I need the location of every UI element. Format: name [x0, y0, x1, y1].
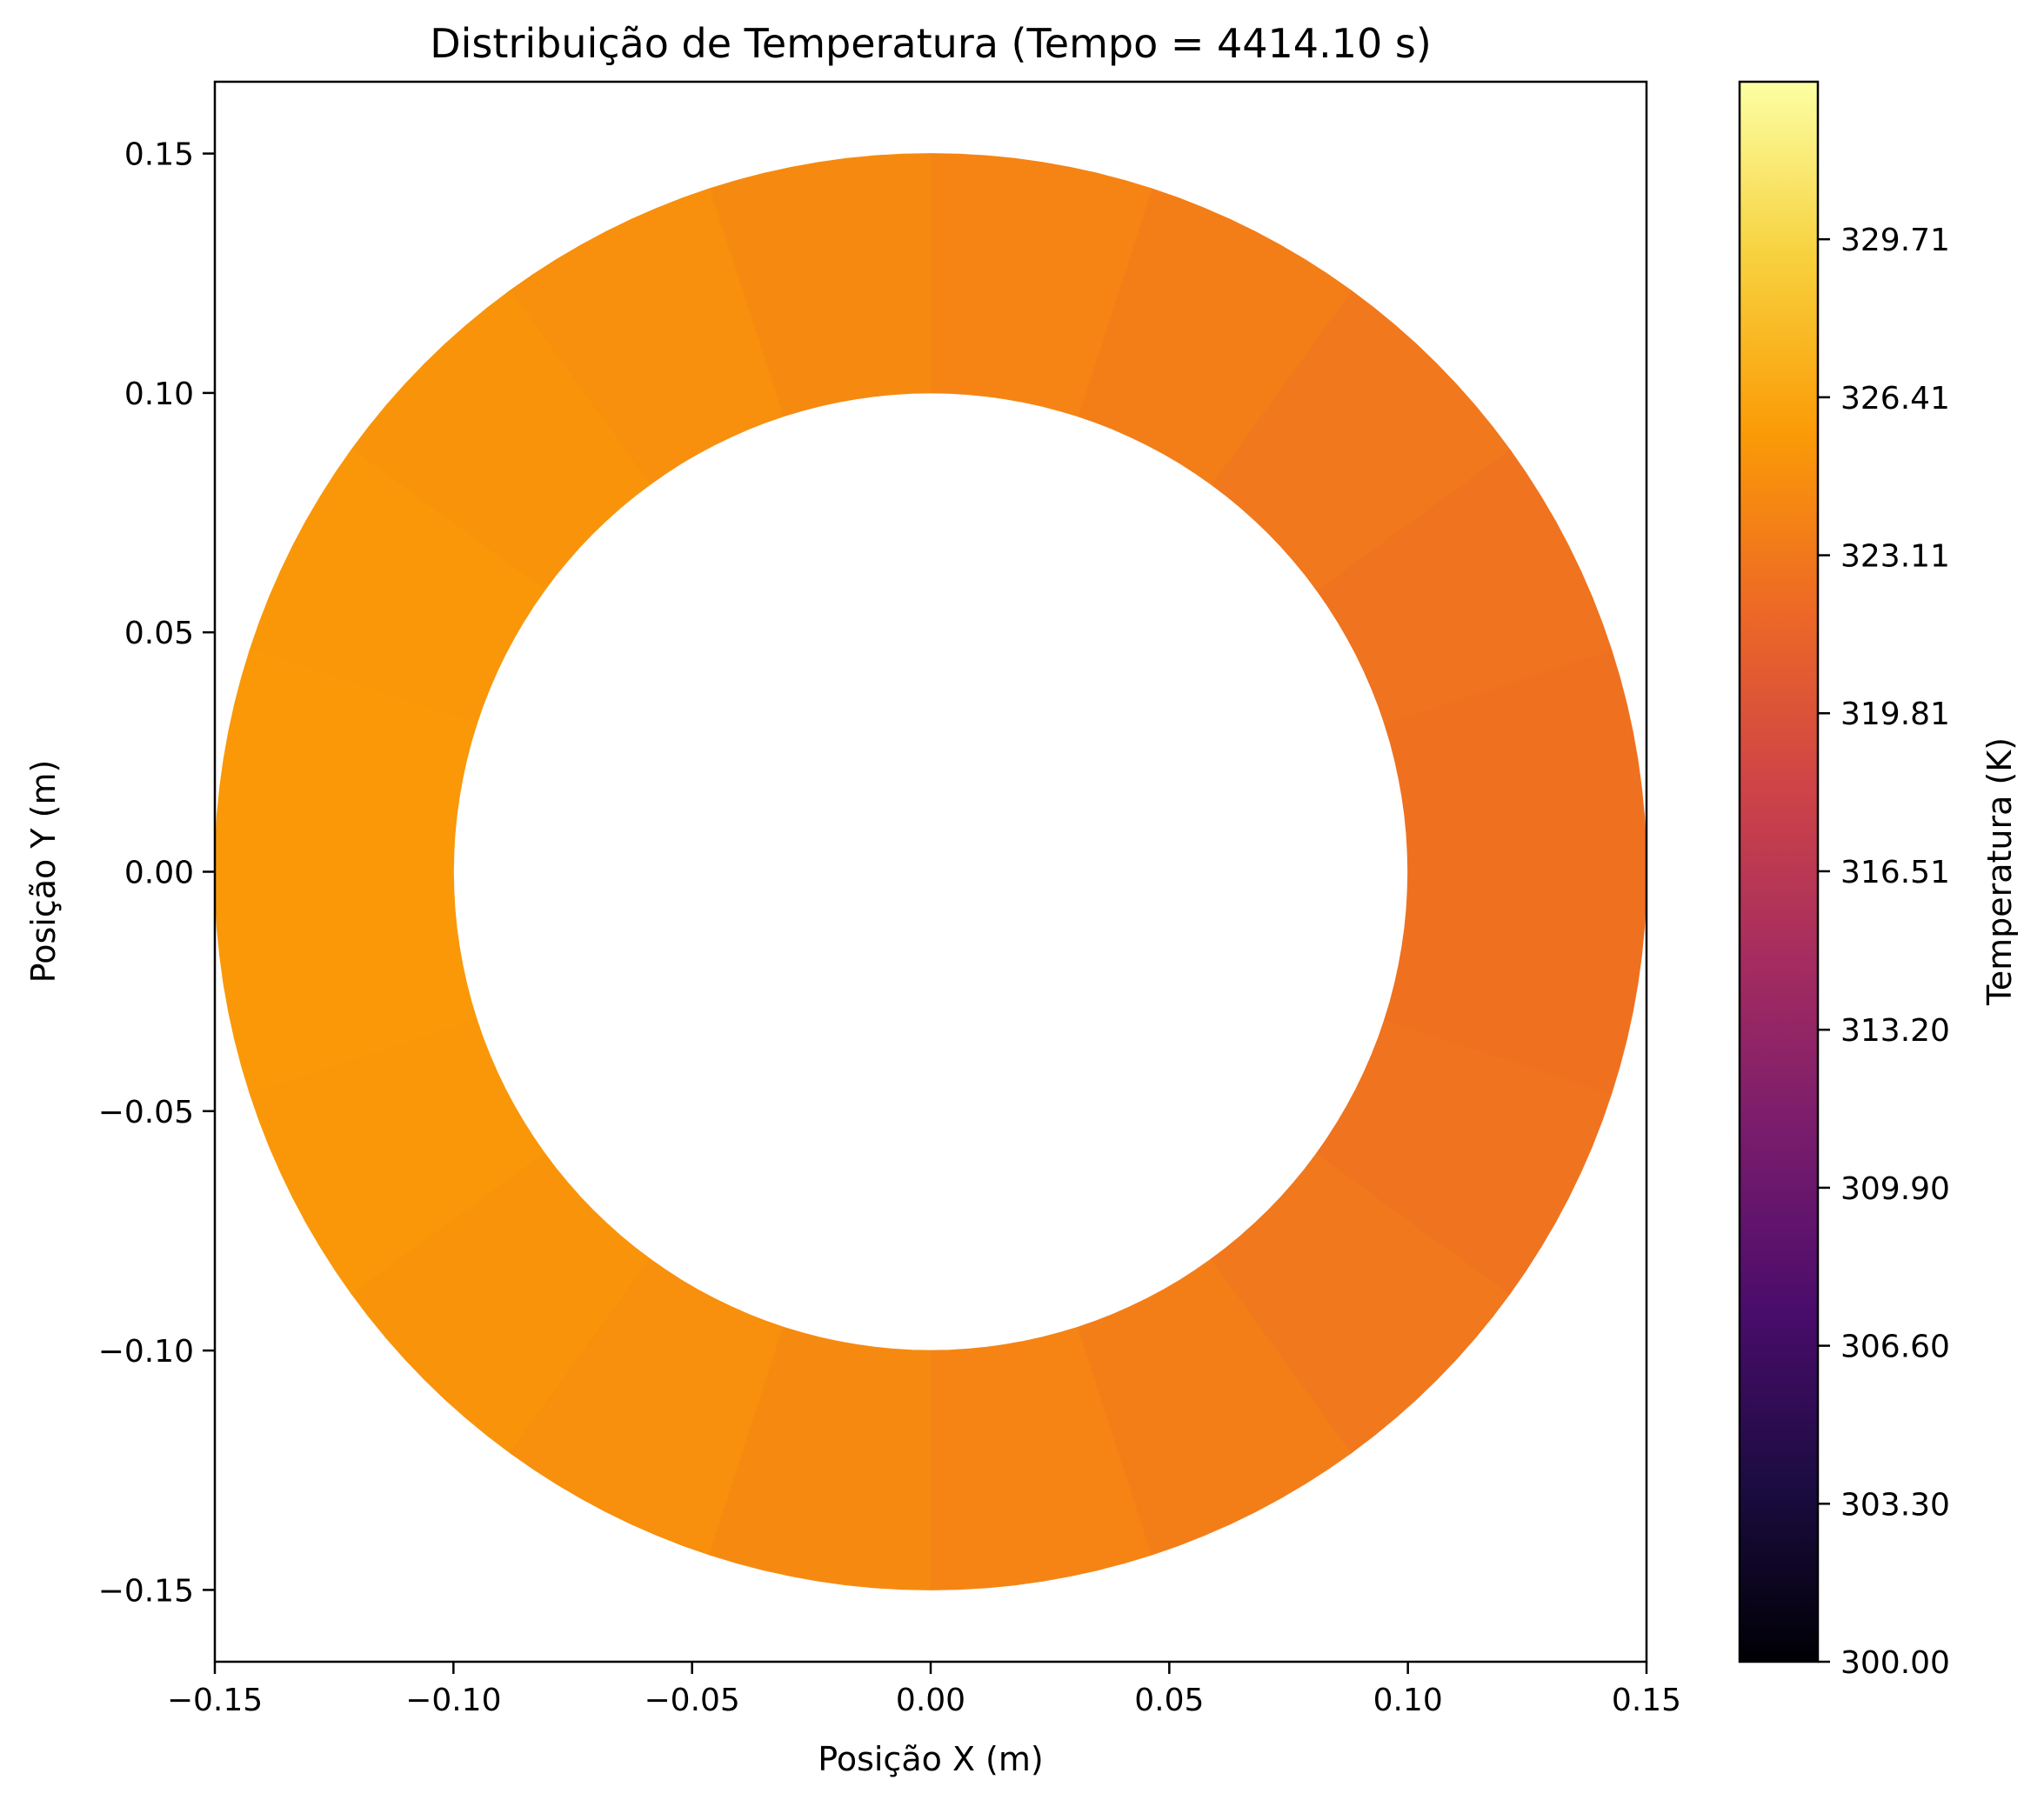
y-tick-label: 0.10: [124, 377, 194, 412]
y-tick-label: −0.10: [98, 1334, 194, 1370]
colorbar: [1738, 80, 1820, 1663]
annulus-temperature-field: [215, 153, 1647, 1590]
x-tick-label: −0.05: [645, 1683, 740, 1718]
colorbar-ticks: 300.00 303.30 306.60 309.90 313.20 316.51 319.…: [1818, 223, 1950, 1681]
x-tick-label: 0.05: [1134, 1683, 1204, 1718]
x-tick-label: 0.10: [1373, 1683, 1443, 1718]
colorbar-tick-label: 316.51: [1840, 855, 1950, 890]
x-axis-ticks: −0.15 −0.10 −0.05 0.00 0.05 0.10 0.15: [167, 1662, 1681, 1718]
y-axis-label: Posição Y (m): [24, 760, 63, 983]
y-axis-ticks: 0.15 0.10 0.05 0.00 −0.05 −0.10 −0.15: [98, 137, 215, 1609]
y-tick-label: −0.15: [98, 1573, 194, 1609]
y-tick-label: 0.15: [124, 137, 194, 173]
annulus-segment: [215, 649, 478, 872]
colorbar-tick-label: 323.11: [1840, 539, 1950, 575]
colorbar-tick-label: 326.41: [1840, 381, 1950, 417]
colorbar-tick-label: 319.81: [1840, 697, 1950, 732]
x-axis-label: Posição X (m): [818, 1740, 1043, 1778]
colorbar-tick-label: 303.30: [1840, 1487, 1950, 1523]
chart-title: Distribuição de Temperatura (Tempo = 441…: [430, 20, 1432, 67]
colorbar-tick-label: 300.00: [1840, 1645, 1950, 1681]
colorbar-tick-label: 329.71: [1840, 223, 1950, 258]
x-tick-label: 0.00: [896, 1683, 965, 1718]
plot-area: [215, 153, 1647, 1590]
colorbar-label: Temperatura (K): [1981, 737, 2019, 1006]
x-tick-label: −0.15: [167, 1683, 263, 1718]
y-tick-label: 0.00: [124, 856, 194, 891]
x-tick-label: −0.10: [405, 1683, 501, 1718]
y-tick-label: −0.05: [98, 1095, 194, 1130]
y-tick-label: 0.05: [124, 616, 194, 651]
colorbar-tick-label: 309.90: [1840, 1171, 1950, 1207]
colorbar-tick-label: 306.60: [1840, 1330, 1950, 1365]
x-tick-label: 0.15: [1612, 1683, 1681, 1718]
colorbar-tick-label: 313.20: [1840, 1013, 1950, 1049]
